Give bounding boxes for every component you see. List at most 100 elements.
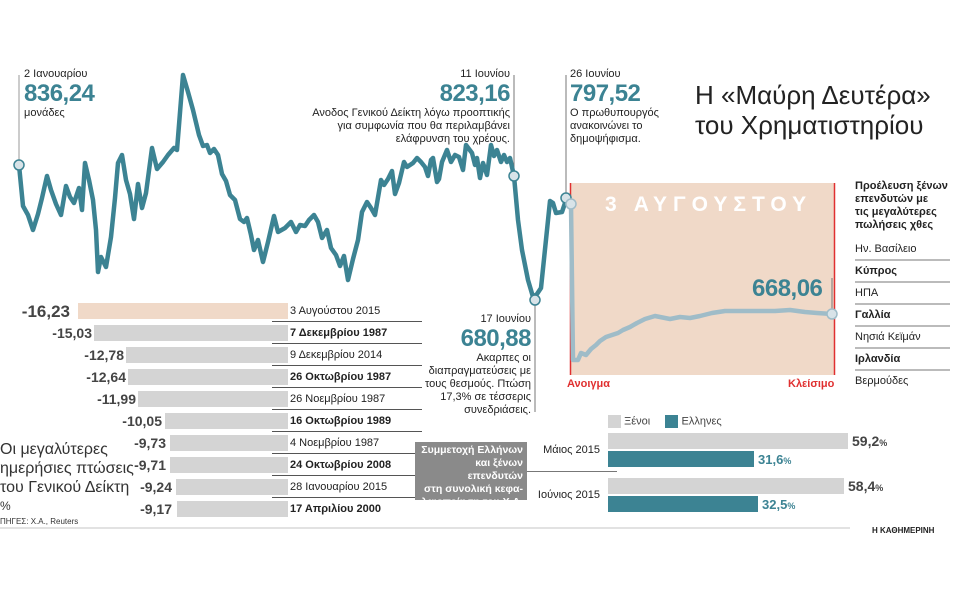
drop-date: 24 Οκτωβρίου 2008 xyxy=(290,459,392,471)
marker-jun11 xyxy=(508,170,520,182)
origins-heading-line: τις μεγαλύτερες xyxy=(855,206,937,218)
chart-title: Η «Μαύρη Δευτέρα» του Χρηματιστηρίου xyxy=(695,80,931,140)
bar-greek-may xyxy=(608,451,754,467)
origins-heading: Προέλευση ξένων επενδυτών με τις μεγαλύτ… xyxy=(855,180,948,232)
origin-divider xyxy=(855,281,950,283)
title-line-1: Η «Μαύρη Δευτέρα» xyxy=(695,80,931,110)
drops-caption: Οι μεγαλύτερες ημερήσιες πτώσεις του Γεν… xyxy=(0,440,134,516)
caption-line: του Γενικού Δείκτη xyxy=(0,479,130,496)
intraday-open-label: Ανοιγμα xyxy=(567,378,611,390)
annotation-text: δημοψήφισμα. xyxy=(570,133,641,145)
row-divider xyxy=(272,365,422,366)
drop-bar xyxy=(138,391,288,407)
annotation-text: Ανοδος Γενικού Δείκτη λόγω προοπτικής xyxy=(312,107,510,119)
annotation-jun17: 17 Ιουνίου 680,88 Ακαρπες οι διαπραγματε… xyxy=(400,313,532,417)
drop-date: 16 Οκτωβρίου 1989 xyxy=(290,415,392,427)
intraday-close-label: Κλείσιμο xyxy=(788,378,835,390)
title-line-2: του Χρηματιστηρίου xyxy=(695,110,924,140)
origin-divider xyxy=(855,347,950,349)
row-divider xyxy=(272,409,422,410)
annotation-text: Ο πρωθυπουργός xyxy=(570,107,659,119)
caption-unit: % xyxy=(0,499,11,513)
row-divider xyxy=(272,475,422,476)
annotation-jun11: 11 Ιουνίου 823,16 Ανοδος Γενικού Δείκτη … xyxy=(310,68,510,146)
value-foreign-may: 59,2% xyxy=(852,433,888,449)
drop-value: -9,17 xyxy=(140,501,172,517)
drop-date: 26 Νοεμβρίου 1987 xyxy=(290,393,386,405)
drop-value: -11,99 xyxy=(97,391,136,407)
origins-heading-line: πωλήσεις χθες xyxy=(855,219,934,231)
annotation-text: 17,3% σε τέσσερις xyxy=(440,391,531,403)
drop-date: 26 Οκτωβρίου 1987 xyxy=(290,371,392,383)
row-divider xyxy=(272,431,422,432)
row-divider xyxy=(272,497,422,498)
drop-value: -12,64 xyxy=(86,369,126,385)
annotation-text: Ακαρπες οι xyxy=(476,352,531,364)
annotation-date: 17 Ιουνίου xyxy=(480,313,531,325)
origin-divider xyxy=(855,369,950,371)
value-greek-june: 32,5% xyxy=(762,497,796,512)
origin-item: Ην. Βασίλειο xyxy=(855,243,917,255)
participation-box: Συμμετοχή Ελλήνων και ξένων επενδυτών στ… xyxy=(415,442,527,508)
box-connector xyxy=(527,471,617,472)
origin-divider xyxy=(855,325,950,327)
box-line: λαιοποίηση του Χ.Α. xyxy=(421,496,523,508)
origin-item: ΗΠΑ xyxy=(855,287,879,299)
drop-bar xyxy=(165,413,288,429)
origin-item: Γαλλία xyxy=(855,309,891,321)
annotation-jan2: 2 Ιανουαρίου 836,24 μονάδες xyxy=(24,68,95,120)
drop-value: -15,03 xyxy=(52,325,92,341)
caption-line: ημερήσιες πτώσεις xyxy=(0,460,134,477)
drop-bar xyxy=(170,435,288,451)
annotation-text: διαπραγματεύσεις με xyxy=(428,365,531,377)
marker-jun17 xyxy=(529,294,541,306)
value-greek-may: 31,6% xyxy=(758,452,792,467)
drop-bar xyxy=(170,457,288,473)
sources: ΠΗΓΕΣ: Χ.Α., Reuters xyxy=(0,517,79,526)
brand: Η ΚΑΘΗΜΕΡΙΝΗ xyxy=(872,526,935,535)
drop-value: -10,05 xyxy=(122,413,162,429)
annotation-date: 11 Ιουνίου xyxy=(460,68,510,80)
box-line: και ξένων επενδυτών xyxy=(467,457,523,482)
intraday-panel xyxy=(570,183,835,375)
drop-date: 28 Ιανουαρίου 2015 xyxy=(290,481,388,493)
origins-heading-line: επενδυτών με xyxy=(855,193,929,205)
drop-bar xyxy=(177,501,288,517)
box-line: Συμμετοχή Ελλήνων xyxy=(421,444,523,456)
drop-bar xyxy=(176,479,288,495)
drop-date: 4 Νοεμβρίου 1987 xyxy=(290,437,380,449)
row-divider xyxy=(272,321,422,322)
annotation-jun26: 26 Ιουνίου 797,52 Ο πρωθυπουργός ανακοιν… xyxy=(570,68,659,146)
intraday-label: 3 ΑΥΓΟΥΣΤΟΥ xyxy=(605,193,813,216)
drop-date: 9 Δεκεμβρίου 2014 xyxy=(290,349,383,361)
bar-foreign-may xyxy=(608,433,848,449)
value-foreign-june: 58,4% xyxy=(848,478,884,494)
annotation-value: 680,88 xyxy=(460,325,532,352)
annotation-value: 836,24 xyxy=(24,80,95,107)
drop-value: -9,73 xyxy=(134,435,166,451)
drop-date: 7 Δεκεμβρίου 1987 xyxy=(290,327,388,339)
legend-label-greek: Ελληνες xyxy=(681,415,722,428)
row-divider xyxy=(272,343,422,344)
drop-date: 3 Αυγούστου 2015 xyxy=(290,305,381,317)
annotation-text: για συμφωνία που θα περιλαμβάνει xyxy=(337,120,511,132)
caption-line: Οι μεγαλύτερες xyxy=(0,441,108,458)
row-divider xyxy=(272,453,422,454)
intraday-close-value: 668,06 xyxy=(752,275,823,302)
legend-swatch-foreign xyxy=(608,415,621,428)
drop-value: -9,24 xyxy=(140,479,172,495)
drop-date: 17 Απριλίου 2000 xyxy=(290,503,381,515)
drop-bar xyxy=(128,369,288,385)
origin-divider xyxy=(855,259,950,261)
annotation-value: 823,16 xyxy=(439,80,511,107)
participation-legend: Ξένοι Ελληνες xyxy=(608,415,722,428)
bar-greek-june xyxy=(608,496,758,512)
drop-bar xyxy=(126,347,288,363)
legend-swatch-greek xyxy=(665,415,679,428)
annotation-text: συνεδριάσεις. xyxy=(464,404,531,416)
marker-jan2 xyxy=(13,159,25,171)
drop-bar xyxy=(94,325,288,341)
box-line: στη συνολική κεφα- xyxy=(424,483,523,495)
annotation-unit: μονάδες xyxy=(24,107,65,119)
